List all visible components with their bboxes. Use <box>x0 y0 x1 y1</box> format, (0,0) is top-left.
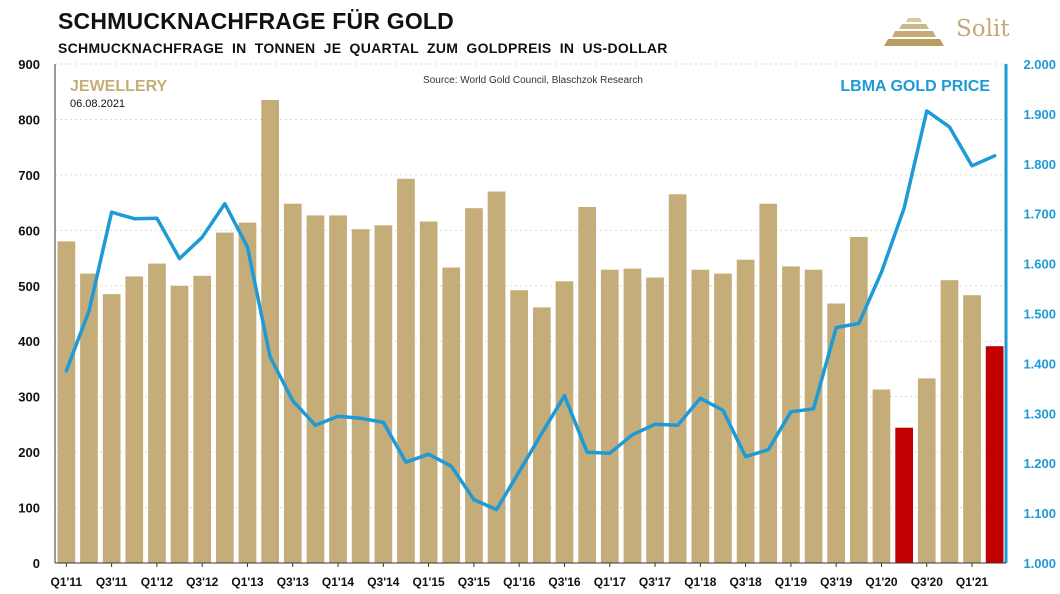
x-tick-label: Q1'20 <box>865 575 898 589</box>
logo-text: Solit <box>956 16 1010 42</box>
y-right-tick-label: 2.000 <box>1023 57 1056 72</box>
x-tick-label: Q3'13 <box>277 575 310 589</box>
date-label: 06.08.2021 <box>70 98 125 110</box>
bar-Q4'20 <box>940 280 959 563</box>
solit-logo <box>884 18 944 46</box>
bar-Q2'21 <box>985 346 1004 563</box>
x-tick-label: Q3'11 <box>96 575 128 589</box>
gold-price-series-label: LBMA GOLD PRICE <box>840 78 990 95</box>
bar-Q2'11 <box>80 273 98 563</box>
x-tick-label: Q1'21 <box>956 575 989 589</box>
bar-Q4'13 <box>306 215 325 563</box>
bar-Q1'12 <box>148 263 166 563</box>
bar-Q2'19 <box>804 269 823 563</box>
x-tick-label: Q1'15 <box>412 575 445 589</box>
x-tick-label: Q3'15 <box>458 575 491 589</box>
y-left-tick-label: 500 <box>18 279 40 294</box>
bar-Q3'17 <box>646 277 664 563</box>
bar-Q1'20 <box>872 389 891 563</box>
bar-Q3'11 <box>102 294 121 563</box>
bar-Q3'12 <box>193 275 211 563</box>
y-right-tick-label: 1.700 <box>1023 207 1056 222</box>
bar-Q4'11 <box>125 276 144 563</box>
y-left-tick-label: 100 <box>18 501 40 516</box>
chart-title: SCHMUCKNACHFRAGE FÜR GOLD <box>58 8 454 34</box>
bar-Q3'18 <box>736 259 755 563</box>
bar-Q4'14 <box>397 178 415 564</box>
y-right-tick-label: 1.000 <box>1023 556 1056 571</box>
bar-Q2'13 <box>261 100 279 563</box>
bar-Q3'16 <box>555 281 574 563</box>
gold-price-line <box>64 109 997 512</box>
source-label: Source: World Gold Council, Blaschzok Re… <box>423 75 643 86</box>
bar-Q4'12 <box>216 232 234 563</box>
bar-Q2'14 <box>351 229 370 563</box>
bar-Q1'15 <box>419 221 438 563</box>
y-left-tick-label: 700 <box>18 168 40 183</box>
y-left-tick-label: 300 <box>18 390 40 405</box>
y-right-tick-label: 1.300 <box>1023 406 1056 421</box>
x-tick-label: Q3'19 <box>820 575 853 589</box>
bar-Q3'15 <box>465 208 483 563</box>
bar-Q2'12 <box>170 285 189 563</box>
bar-Q1'11 <box>57 241 76 563</box>
x-tick-label: Q1'17 <box>594 575 627 589</box>
bar-Q1'14 <box>329 215 347 563</box>
bar-Q4'18 <box>759 203 778 563</box>
bar-Q1'21 <box>963 295 981 563</box>
bar-Q4'17 <box>668 194 687 564</box>
bar-Q4'19 <box>850 237 868 563</box>
y-left-tick-label: 800 <box>18 112 40 127</box>
bar-Q1'18 <box>691 269 710 563</box>
bar-Q1'13 <box>238 222 257 563</box>
x-tick-label: Q1'16 <box>503 575 536 589</box>
y-left-tick-label: 200 <box>18 445 40 460</box>
x-tick-label: Q1'12 <box>141 575 174 589</box>
y-right-tick-label: 1.900 <box>1023 107 1056 122</box>
bar-Q1'16 <box>510 290 528 563</box>
bar-Q2'18 <box>714 273 732 563</box>
pyramid-logo-icon <box>884 18 944 46</box>
jewellery-series-label: JEWELLERY <box>70 78 168 95</box>
x-tick-label: Q1'18 <box>684 575 717 589</box>
bar-Q3'20 <box>917 378 936 563</box>
y-left-tick-label: 0 <box>33 556 40 571</box>
x-tick-label: Q3'20 <box>911 575 944 589</box>
y-right-tick-label: 1.200 <box>1023 456 1056 471</box>
bar-Q2'15 <box>442 267 461 563</box>
y-right-tick-label: 1.800 <box>1023 157 1056 172</box>
x-tick-label: Q3'16 <box>548 575 581 589</box>
x-tick-label: Q1'14 <box>322 575 355 589</box>
y-right-tick-label: 1.100 <box>1023 506 1056 521</box>
bar-Q4'15 <box>487 191 506 563</box>
bar-Q3'19 <box>827 303 845 563</box>
bar-Q3'13 <box>283 203 302 563</box>
axes: 0 100 200 300 400 500 600 700 800 900 1.000 1.100 1.… <box>18 57 1056 589</box>
bar-Q4'16 <box>578 207 596 563</box>
bar-Q1'17 <box>600 269 619 563</box>
y-left-tick-label: 900 <box>18 57 40 72</box>
y-right-tick-label: 1.500 <box>1023 307 1056 322</box>
x-tick-label: Q3'12 <box>186 575 219 589</box>
x-tick-label: Q3'18 <box>729 575 762 589</box>
x-tick-label: Q1'11 <box>51 575 83 589</box>
y-right-tick-label: 1.600 <box>1023 257 1056 272</box>
x-tick-label: Q1'13 <box>231 575 264 589</box>
jewellery-bars <box>57 100 1004 564</box>
bar-Q2'17 <box>623 268 642 563</box>
chart-subtitle: SCHMUCKNACHFRAGE IN TONNEN JE QUARTAL ZU… <box>58 40 668 56</box>
x-tick-label: Q3'17 <box>639 575 672 589</box>
gold-price-line-group <box>64 109 997 512</box>
bar-Q3'14 <box>374 225 393 564</box>
x-tick-label: Q1'19 <box>775 575 808 589</box>
y-left-tick-label: 600 <box>18 223 40 238</box>
y-left-tick-label: 400 <box>18 334 40 349</box>
y-right-tick-label: 1.400 <box>1023 356 1056 371</box>
x-tick-label: Q3'14 <box>367 575 400 589</box>
bar-Q2'20 <box>895 427 913 563</box>
